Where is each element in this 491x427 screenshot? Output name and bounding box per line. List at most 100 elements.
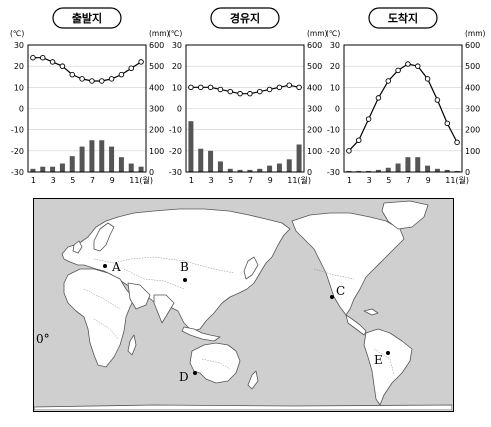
- chart1-precip-bar: [99, 140, 105, 172]
- chart1-x-tick: 3: [51, 176, 56, 185]
- chart2-right-tick: 200: [307, 126, 322, 135]
- chart1-right-tick: 0: [149, 168, 154, 177]
- chart1-temperature-point: [49, 59, 56, 65]
- chart2-right-tick: 300: [307, 105, 322, 114]
- chart1-right-tick: 200: [149, 126, 164, 135]
- chart2-precip-bar: [188, 121, 194, 172]
- chart3-temperature-point: [405, 61, 411, 67]
- chart2-frame: [185, 44, 305, 173]
- chart2-temperature-point: [247, 90, 253, 97]
- chart3-precip-bar: [356, 170, 362, 172]
- chart2-precip-bar: [217, 161, 223, 172]
- new-zealand-landmass: [247, 370, 259, 390]
- chart1-precip-bar: [79, 146, 85, 172]
- chart3-x-tick: 7: [406, 176, 411, 185]
- chart1-left-tick: 10: [14, 83, 24, 92]
- chart1-precip-bar: [50, 166, 56, 172]
- chart3-right-tick: 300: [465, 105, 480, 114]
- chart3-x-tick: 3: [367, 176, 372, 185]
- chart2-temperature-point: [207, 84, 214, 91]
- point-e-dot: [386, 351, 390, 355]
- chart2-left-tick: -20: [169, 147, 182, 156]
- africa-landmass: [63, 268, 135, 368]
- chart1-precip-bar: [118, 157, 124, 172]
- chart2-x-tick: 5: [228, 176, 233, 185]
- chart2-temperature-point: [296, 84, 302, 91]
- chart3-left-tick: -30: [327, 168, 340, 177]
- chart2-temperature-point: [286, 82, 293, 88]
- chart3-temperature-point: [365, 116, 372, 122]
- chart2-precip-bar: [257, 168, 263, 172]
- antarctica-edge: [34, 404, 452, 410]
- chart1-temperature-point: [108, 76, 115, 82]
- chart2-precip-bar: [296, 144, 302, 172]
- chart2-temperature-point: [237, 90, 243, 97]
- chart3-left-unit: (℃): [326, 29, 340, 38]
- chart2-temperature-point: [276, 84, 283, 91]
- chart2-left-unit: (℃): [168, 29, 182, 38]
- chart2-title: 경유지: [230, 11, 260, 25]
- chart1-right-tick: 100: [149, 147, 164, 156]
- chart2-precip-bar: [286, 159, 292, 172]
- chart1-x-tick: 7: [90, 176, 95, 185]
- chart3-temperature-point: [434, 97, 441, 103]
- scandinavia-landmass: [93, 222, 115, 252]
- chart3-left-tick: 0: [335, 105, 340, 114]
- chart1-left-tick: 30: [14, 41, 24, 50]
- chart1-precip-bar: [30, 168, 36, 172]
- chart2-right-tick: 0: [307, 168, 312, 177]
- chart2-temperature-point: [257, 88, 263, 95]
- chart3-left-tick: 10: [330, 83, 340, 92]
- chart2-right-tick: 400: [307, 83, 322, 92]
- chart3-precip-bar: [415, 157, 421, 172]
- chart1-temperature-point: [128, 65, 134, 72]
- chart3-temperature-point: [424, 76, 431, 82]
- chart2-precip-bar: [227, 168, 233, 172]
- chart3-precip-bar: [346, 170, 352, 172]
- world-map-graphic: [34, 200, 452, 410]
- point-a-label: A: [112, 260, 121, 274]
- greenland-landmass: [381, 200, 429, 230]
- chart2-right-unit: (mm): [307, 29, 328, 38]
- chart1-left-tick: 20: [14, 62, 24, 71]
- chart3-x-tick: 9: [426, 176, 431, 185]
- chart2-temperature-point: [197, 84, 204, 91]
- chart1-left-tick: 0: [19, 105, 24, 114]
- chart2-temperature-point: [217, 86, 224, 93]
- chart3-title-pill: [368, 7, 438, 29]
- chart3-frame: [343, 44, 463, 173]
- chart2-temperature-point: [266, 86, 273, 93]
- point-e-label: E: [374, 353, 383, 367]
- chart1-x-tick: 9: [110, 176, 115, 185]
- chart2-precip-bar: [276, 163, 282, 172]
- chart2-x-tick: 3: [209, 176, 214, 185]
- point-c-label: C: [336, 284, 346, 298]
- chart2-temperature-point: [188, 84, 194, 91]
- madagascar-landmass: [127, 334, 137, 356]
- chart3-right-tick: 100: [465, 147, 480, 156]
- chart3-left-tick: 30: [330, 41, 340, 50]
- chart1-temperature-point: [138, 59, 144, 65]
- chart2-temperature-line: [190, 84, 300, 95]
- north-america-landmass: [291, 212, 405, 316]
- arabia-landmass: [127, 282, 151, 310]
- chart3-right-tick: 200: [465, 126, 480, 135]
- chart2-left-tick: 20: [172, 62, 182, 71]
- chart1-temperature-line: [32, 57, 142, 82]
- chart1-right-unit: (mm): [149, 29, 170, 38]
- chart3-precip-bar: [375, 169, 381, 172]
- britain-landmass: [72, 240, 83, 254]
- chart3-right-tick: 400: [465, 83, 480, 92]
- australia-landmass: [189, 342, 241, 384]
- chart3-x-tick: 5: [386, 176, 391, 185]
- chart3-left-tick: -20: [327, 147, 340, 156]
- chart2-precip-bar: [237, 169, 243, 172]
- chart1-temperature-point: [30, 54, 36, 61]
- chart3-precip-bar: [366, 170, 372, 172]
- chart3-temperature-point: [454, 139, 460, 146]
- chart2-x-tick: 7: [248, 176, 253, 185]
- point-b-dot: [183, 278, 187, 282]
- chart3-x-tick: 1: [347, 176, 352, 185]
- chart3-precip-bar: [425, 165, 431, 172]
